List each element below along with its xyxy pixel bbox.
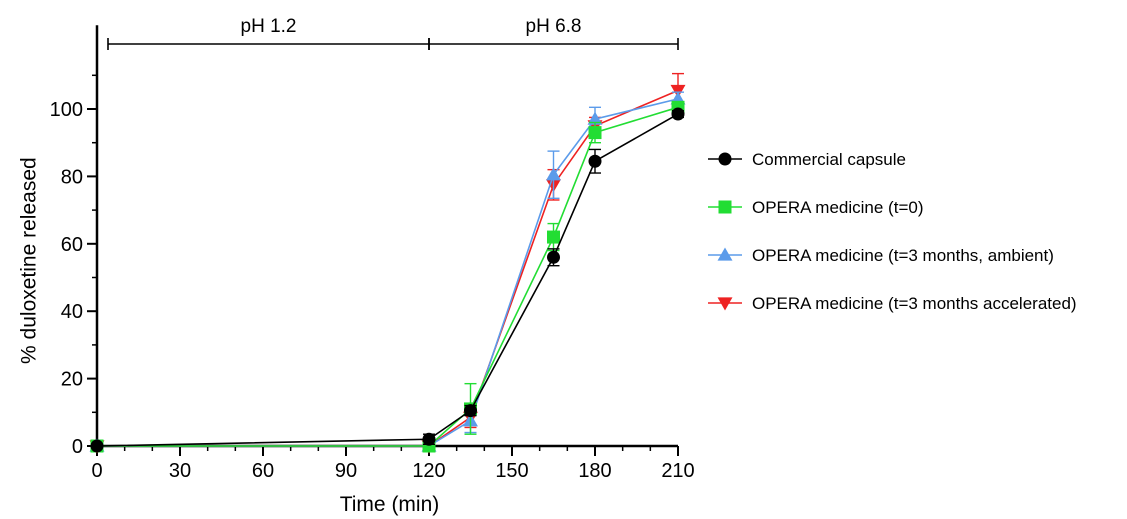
data-point bbox=[547, 230, 560, 244]
series-3 bbox=[89, 91, 686, 452]
series-line bbox=[97, 106, 679, 447]
legend-swatch-marker bbox=[717, 247, 733, 261]
y-tick-label: 0 bbox=[72, 436, 83, 458]
phase-label: pH 6.8 bbox=[526, 16, 582, 37]
y-axis-title: % duloxetine released bbox=[18, 157, 41, 364]
x-tick-label: 210 bbox=[661, 460, 694, 482]
y-tick-label: 80 bbox=[61, 166, 83, 188]
x-tick-label: 150 bbox=[495, 460, 528, 482]
legend-label: OPERA medicine (t=3 months accelerated) bbox=[752, 294, 1077, 313]
data-point bbox=[587, 111, 603, 125]
legend-item: OPERA medicine (t=3 months accelerated) bbox=[708, 294, 1077, 313]
y-tick-label: 60 bbox=[61, 234, 83, 256]
legend-swatch-marker bbox=[718, 200, 732, 214]
data-point bbox=[588, 126, 602, 140]
x-tick-label: 120 bbox=[412, 460, 445, 482]
data-point bbox=[547, 250, 560, 264]
phase-brackets: pH 1.2 pH 6.8 bbox=[107, 16, 679, 50]
x-axis-title: Time (min) bbox=[340, 493, 440, 516]
x-tick-label: 30 bbox=[169, 460, 191, 482]
series-line bbox=[96, 113, 679, 447]
legend: Commercial capsule OPERA medicine (t=0) OP… bbox=[708, 150, 1077, 313]
x-tick-label: 180 bbox=[578, 460, 611, 482]
y-tick-label: 20 bbox=[61, 369, 83, 391]
legend-label: Commercial capsule bbox=[752, 150, 906, 169]
data-point bbox=[422, 432, 436, 446]
x-tick-label: 90 bbox=[335, 460, 357, 482]
series-plot-area bbox=[89, 72, 686, 454]
y-tick-label: 40 bbox=[61, 301, 83, 323]
series-1 bbox=[90, 107, 685, 453]
data-point bbox=[670, 84, 686, 98]
legend-label: OPERA medicine (t=0) bbox=[752, 198, 924, 217]
phase-label: pH 1.2 bbox=[241, 16, 297, 37]
legend-swatch-marker bbox=[718, 152, 732, 166]
data-point bbox=[90, 439, 104, 453]
x-tick-label: 60 bbox=[252, 460, 274, 482]
legend-item: OPERA medicine (t=3 months, ambient) bbox=[708, 246, 1054, 265]
data-point bbox=[546, 167, 561, 181]
legend-item: OPERA medicine (t=0) bbox=[708, 198, 924, 217]
axes: 0 30 60 90 120 150 180 210 0 20 40 60 80 100 bbox=[50, 25, 695, 482]
data-point bbox=[588, 154, 602, 168]
legend-item: Commercial capsule bbox=[708, 150, 906, 169]
y-tick-label: 100 bbox=[50, 99, 83, 121]
data-point bbox=[671, 107, 685, 121]
legend-label: OPERA medicine (t=3 months, ambient) bbox=[752, 246, 1054, 265]
x-tick-label: 0 bbox=[91, 460, 102, 482]
legend-swatch-marker bbox=[717, 297, 733, 311]
series-line bbox=[97, 98, 679, 447]
data-point bbox=[464, 404, 477, 418]
